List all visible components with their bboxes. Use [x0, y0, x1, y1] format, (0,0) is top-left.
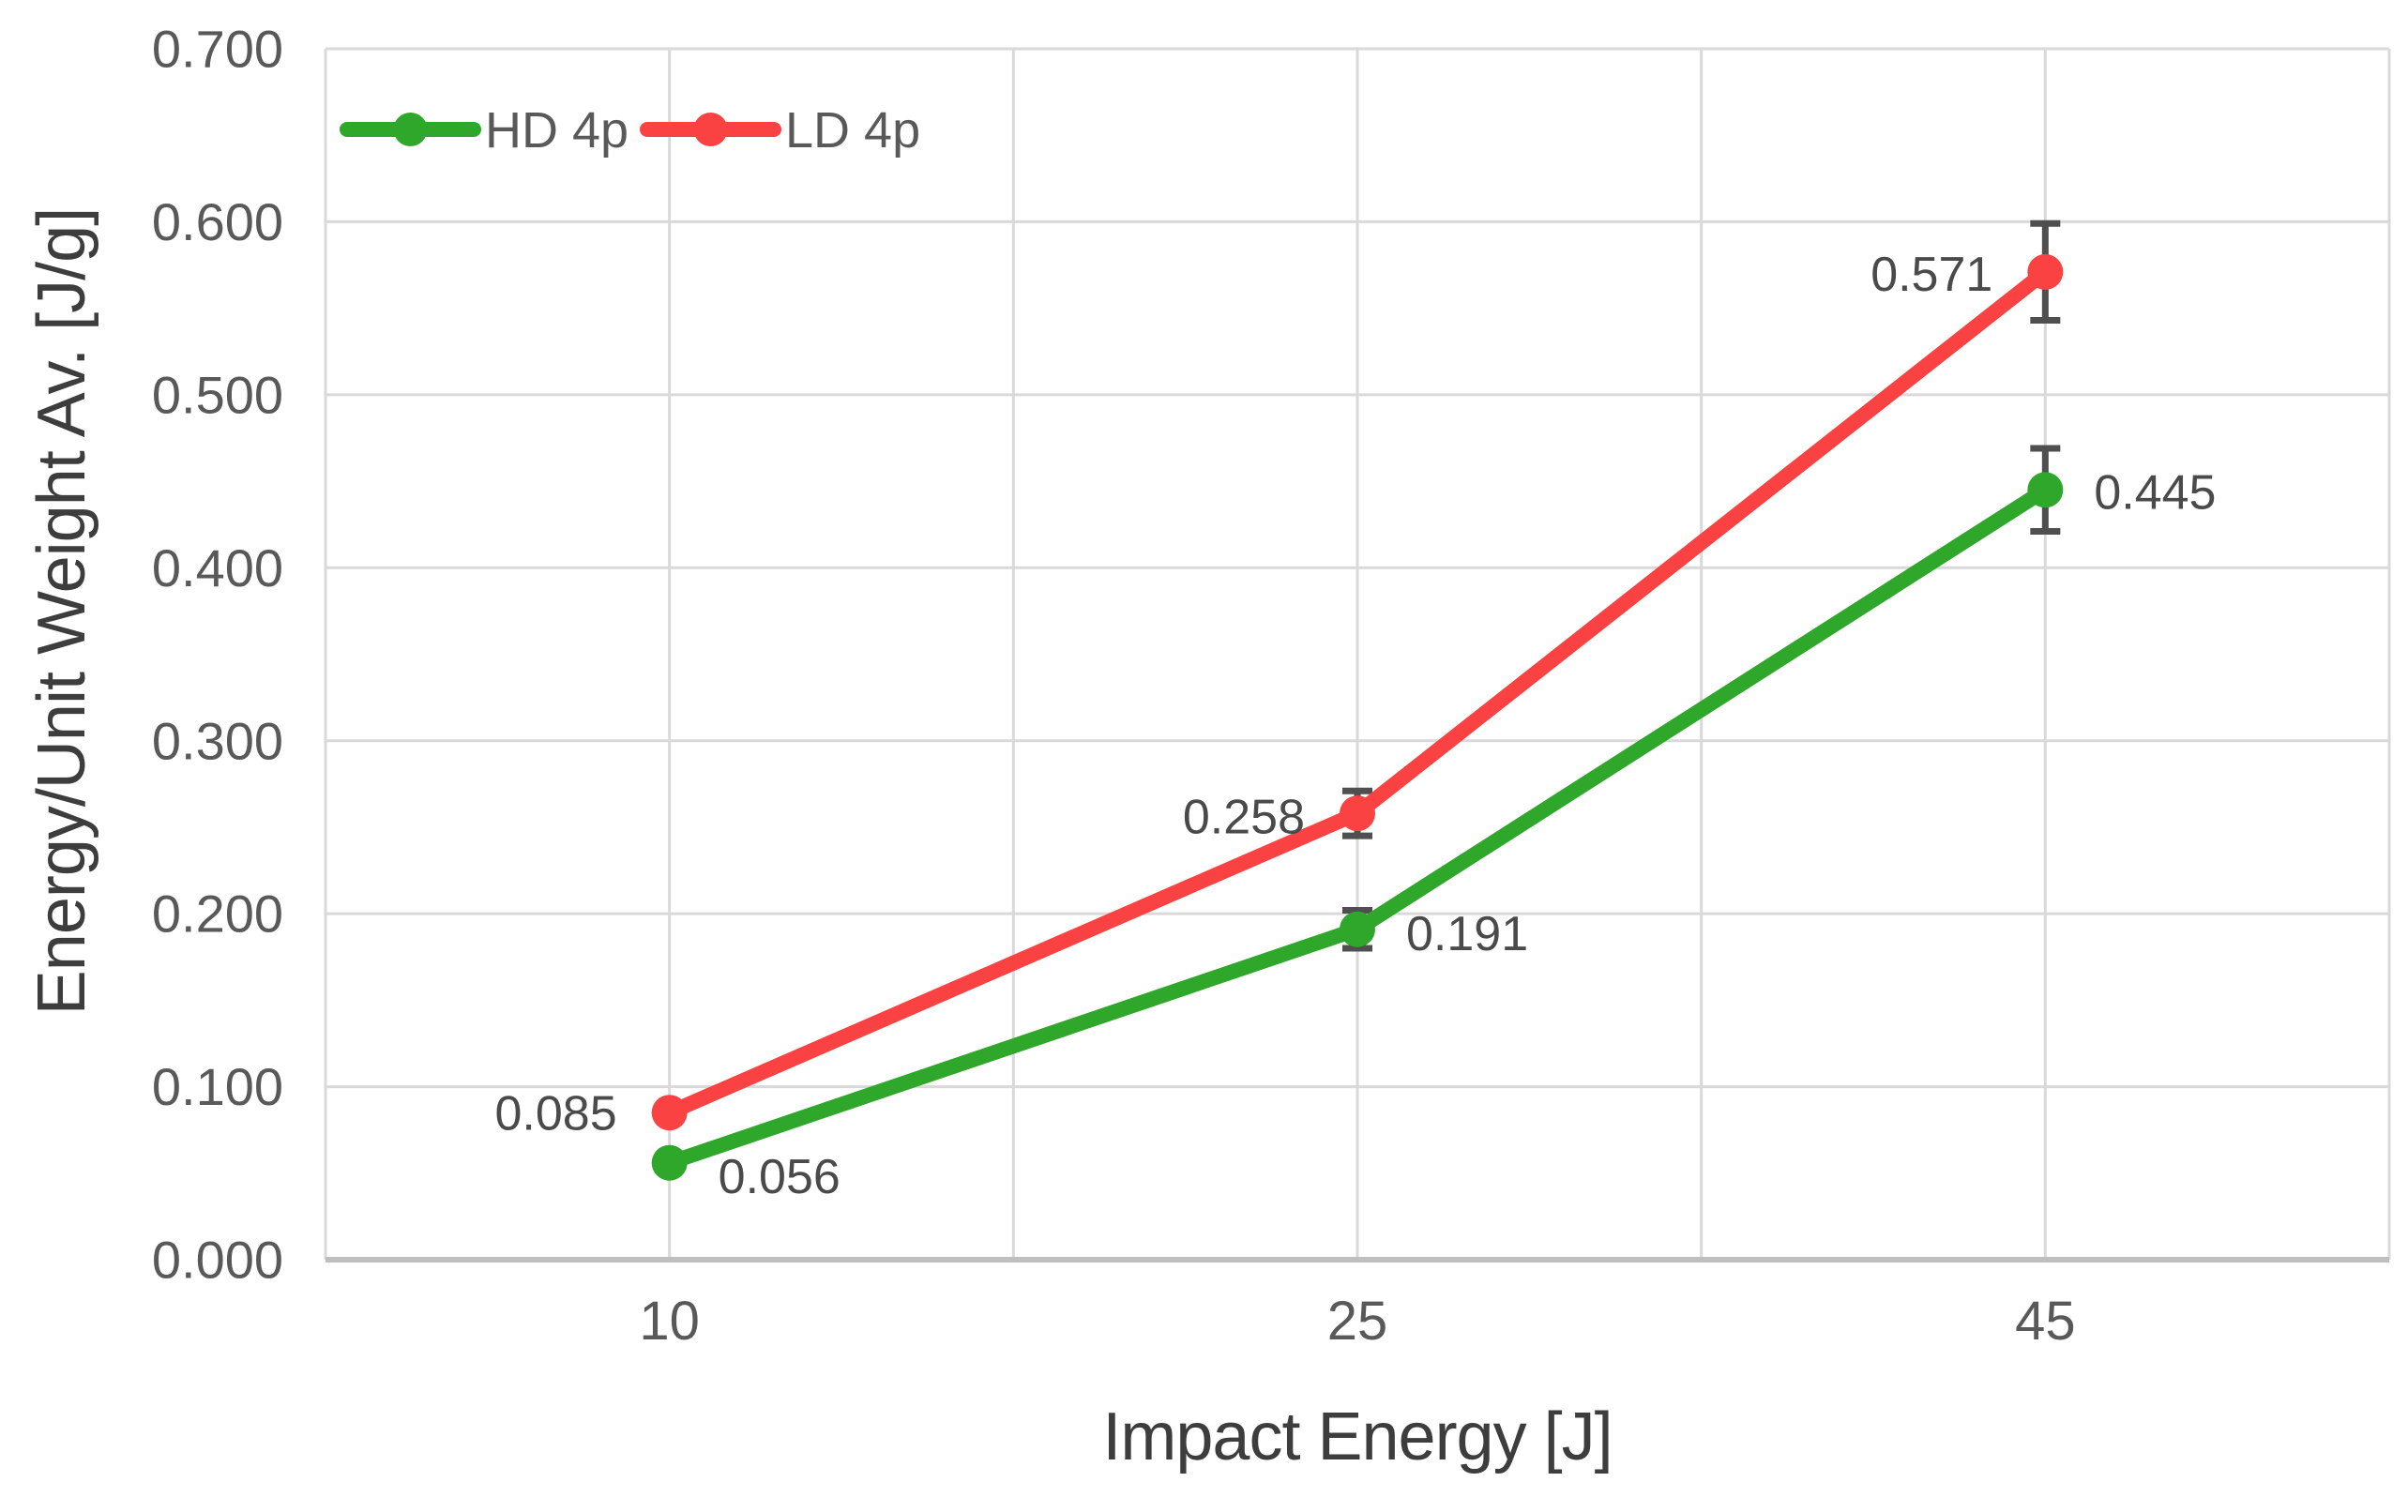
y-tick-labels: 0.000 0.100 0.200 0.300 0.400 0.500 0.600 0.700 — [152, 20, 283, 1290]
data-point-HD-4p — [651, 1144, 688, 1181]
y-tick-label: 0.300 — [152, 711, 283, 770]
y-axis-title: Energy/Unit Weight Av. [J/g] — [24, 207, 99, 1016]
legend-item-HD-4p: HD 4p — [340, 102, 629, 159]
data-point-HD-4p — [2027, 472, 2064, 508]
data-label: 0.056 — [719, 1150, 841, 1204]
y-tick-label: 0.000 — [152, 1231, 283, 1290]
y-tick-label: 0.200 — [152, 885, 283, 944]
x-axis-title: Impact Energy [J] — [1102, 1399, 1613, 1474]
data-point-HD-4p — [1340, 911, 1375, 947]
legend-marker — [393, 113, 428, 146]
legend-marker — [693, 113, 728, 146]
x-tick-label: 25 — [1327, 1291, 1388, 1352]
legend: HD 4p LD 4p — [340, 102, 920, 159]
x-tick-label: 10 — [639, 1291, 700, 1352]
data-point-LD-4p — [1340, 795, 1375, 832]
legend-item-LD-4p: LD 4p — [640, 102, 920, 159]
data-point-LD-4p — [2027, 253, 2064, 290]
data-label: 0.258 — [1183, 790, 1305, 844]
data-label: 0.085 — [495, 1086, 617, 1141]
data-label: 0.571 — [1870, 248, 1992, 302]
data-label: 0.191 — [1406, 907, 1528, 961]
x-tick-label: 45 — [2015, 1291, 2076, 1352]
y-tick-label: 0.600 — [152, 192, 283, 251]
y-tick-label: 0.100 — [152, 1057, 283, 1116]
y-tick-label: 0.400 — [152, 538, 283, 597]
legend-label: HD 4p — [485, 102, 629, 159]
y-tick-label: 0.700 — [152, 20, 283, 79]
legend-label: LD 4p — [785, 102, 920, 159]
x-tick-labels: 10 25 45 — [639, 1291, 2075, 1352]
y-tick-label: 0.500 — [152, 365, 283, 424]
grid-layer — [324, 47, 2391, 1260]
data-label: 0.445 — [2094, 465, 2216, 520]
data-point-LD-4p — [651, 1095, 688, 1131]
